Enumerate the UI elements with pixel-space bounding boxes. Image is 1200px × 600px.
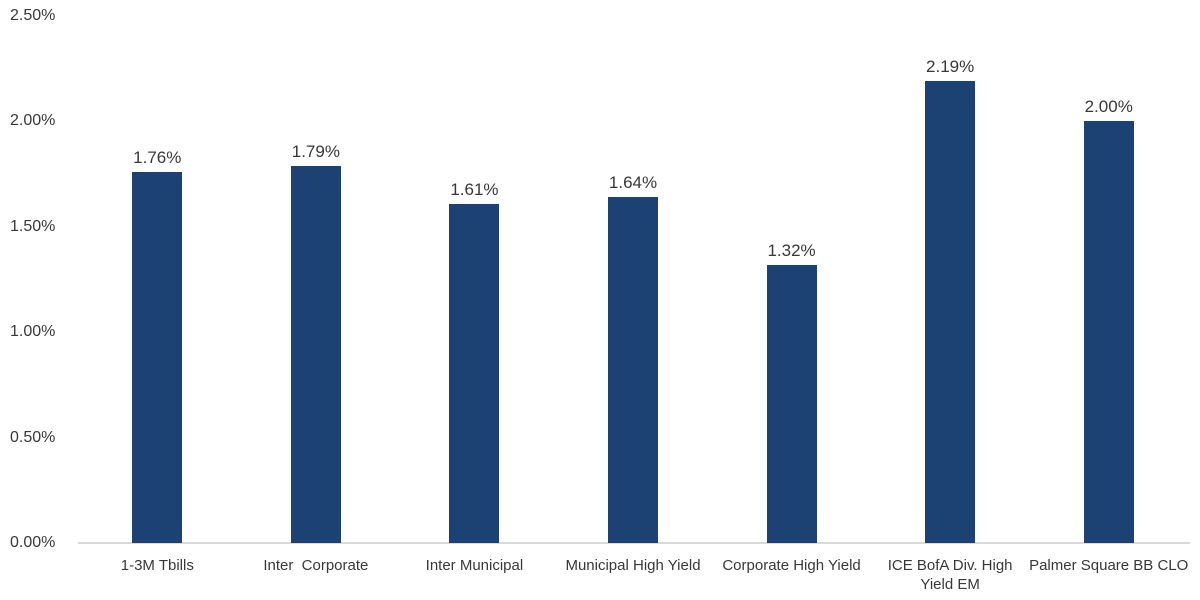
bar (449, 203, 500, 543)
x-axis-category-label: 1-3M Tbills (120, 557, 194, 574)
x-axis-category-label: Palmer Square BB CLO (1029, 557, 1189, 574)
bar-value-label: 2.00% (1084, 97, 1133, 117)
bar (290, 165, 341, 543)
x-axis-line (78, 542, 1190, 544)
bar (766, 264, 817, 543)
y-axis-tick-label: 0.50% (10, 428, 56, 446)
x-axis-category-label: Inter Corporate (263, 557, 369, 574)
y-axis-tick-label: 2.00% (10, 112, 56, 130)
bar (132, 171, 183, 543)
x-axis-category-label: Corporate High Yield (722, 557, 861, 574)
bar (925, 81, 976, 543)
bar-value-label: 1.32% (767, 240, 816, 260)
bar-value-label: 1.76% (133, 148, 182, 167)
bar (1083, 121, 1134, 543)
y-axis-tick-label: 0.00% (10, 534, 56, 551)
y-axis-tick-label: 2.50% (10, 7, 56, 24)
bar (608, 197, 658, 543)
x-axis-category-label: Inter Municipal (425, 557, 524, 574)
bar-value-label: 2.19% (926, 57, 975, 77)
bar-value-label: 1.64% (608, 173, 658, 193)
bar-value-label: 1.79% (291, 141, 340, 161)
y-axis-tick-label: 1.50% (10, 217, 56, 235)
x-axis-category-label: Municipal High Yield (565, 557, 701, 574)
x-axis-category-label: ICE BofA Div. High Yield EM (887, 557, 1013, 593)
bar-value-label: 1.61% (450, 179, 499, 199)
y-axis-tick-label: 1.00% (10, 323, 56, 341)
